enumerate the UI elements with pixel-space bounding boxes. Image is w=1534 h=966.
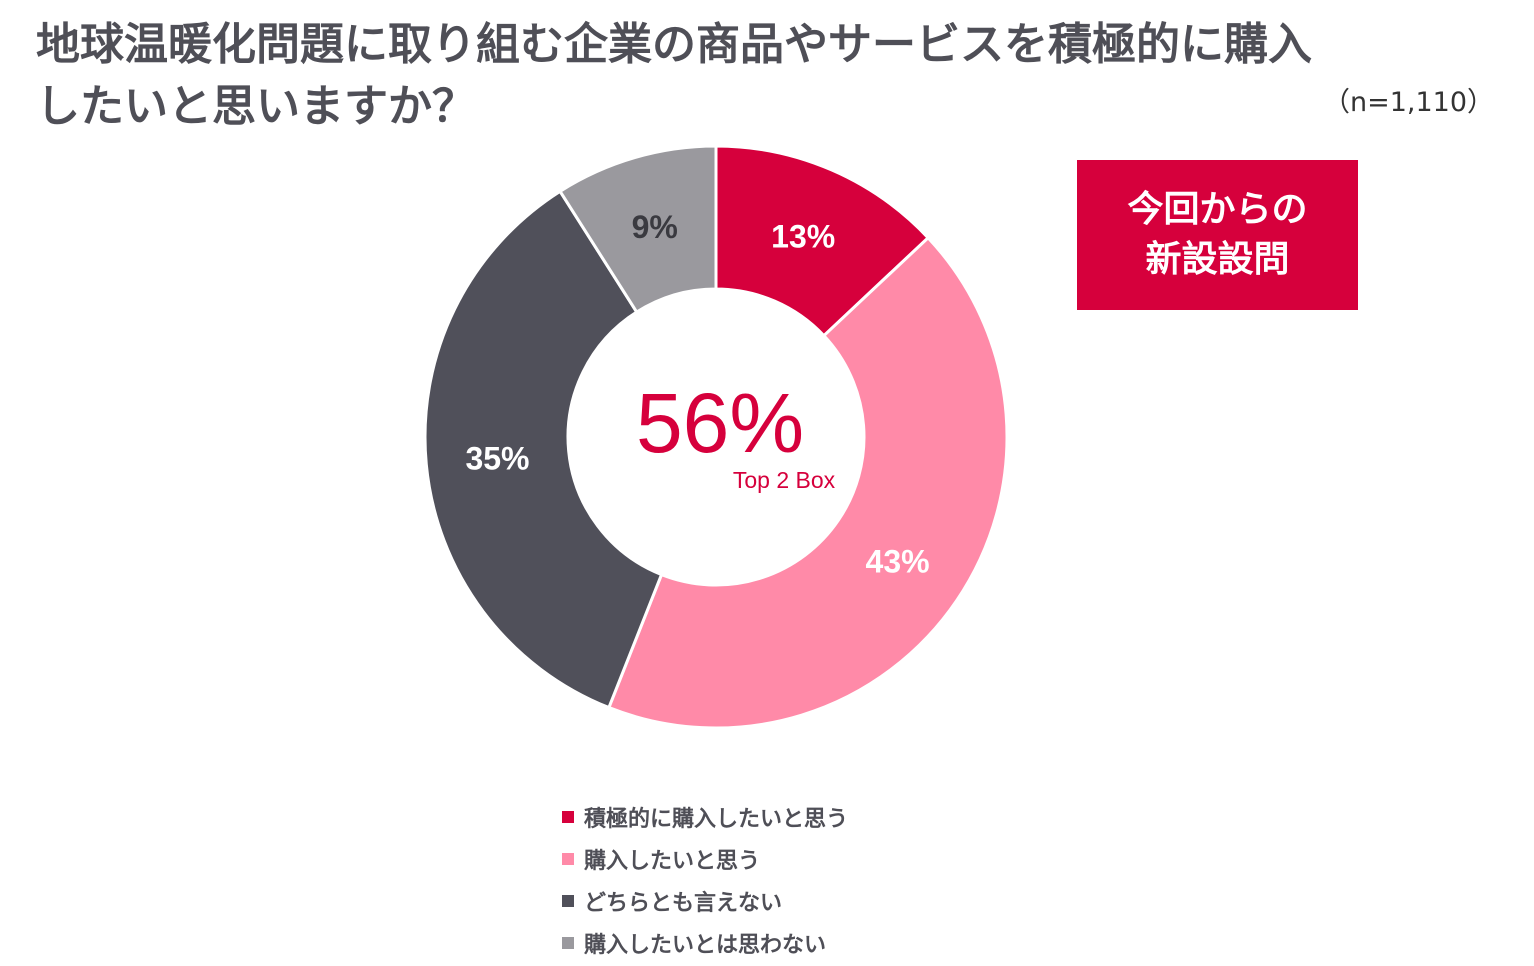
slice-value-label: 13%	[771, 219, 835, 255]
legend-item: 積極的に購入したいと思う	[562, 796, 848, 838]
legend-swatch	[562, 895, 574, 907]
slice-neutral	[423, 189, 664, 710]
center-label: Top 2 Box	[733, 467, 836, 493]
legend-item: 購入したいと思う	[562, 838, 848, 880]
title-line-2: したいと思いますか？	[36, 81, 476, 132]
legend-label: 購入したいとは思わない	[584, 933, 827, 958]
slice-disagree	[558, 144, 718, 315]
legend-swatch	[562, 937, 574, 949]
chart-title: 地球温暖化問題に取り組む企業の商品やサービスを積極的に購入 したいと思いますか？	[36, 14, 1506, 138]
legend-swatch	[562, 853, 574, 865]
legend: 積極的に購入したいと思う 購入したいと思う どちらとも言えない 購入したいとは思…	[562, 796, 848, 964]
legend-label: 購入したいと思う	[584, 849, 761, 874]
badge-line-1: 今回からの	[1127, 189, 1308, 230]
slice-value-label: 43%	[866, 543, 930, 579]
slice-value-label: 35%	[465, 441, 529, 477]
legend-swatch	[562, 811, 574, 823]
title-line-1: 地球温暖化問題に取り組む企業の商品やサービスを積極的に購入	[36, 19, 1312, 70]
legend-item: 購入したいとは思わない	[562, 922, 848, 964]
sample-size: （n=1,110）	[1322, 87, 1494, 118]
slice-agree	[606, 235, 1009, 730]
slice-strongly-agree	[714, 144, 931, 338]
center-value: 56%	[636, 376, 804, 470]
legend-label: どちらとも言えない	[584, 891, 783, 916]
badge-line-2: 新設設問	[1145, 239, 1290, 280]
slice-value-label: 9%	[632, 209, 678, 245]
new-question-badge: 今回からの 新設設問	[1077, 160, 1358, 310]
legend-item: どちらとも言えない	[562, 880, 848, 922]
legend-label: 積極的に購入したいと思う	[584, 807, 849, 832]
